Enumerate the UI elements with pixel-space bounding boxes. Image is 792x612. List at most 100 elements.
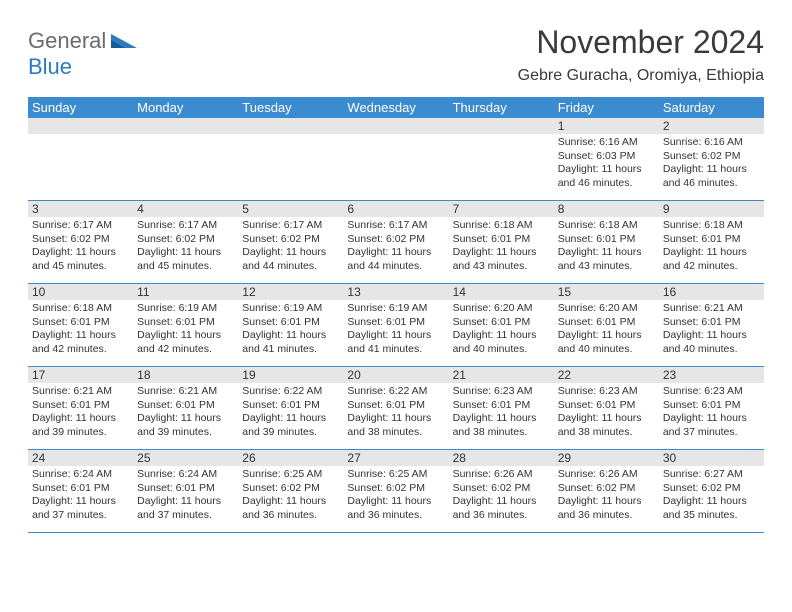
title-block: November 2024 Gebre Guracha, Oromiya, Et… [518, 24, 764, 85]
week-row: 3Sunrise: 6:17 AMSunset: 6:02 PMDaylight… [28, 201, 764, 284]
day-cell: 16Sunrise: 6:21 AMSunset: 6:01 PMDayligh… [659, 284, 764, 366]
sunrise-text: Sunrise: 6:23 AM [663, 385, 760, 399]
sunrise-text: Sunrise: 6:17 AM [32, 219, 129, 233]
week-row: 1Sunrise: 6:16 AMSunset: 6:03 PMDaylight… [28, 118, 764, 201]
sunset-text: Sunset: 6:01 PM [558, 316, 655, 330]
daylight-text: Daylight: 11 hours and 39 minutes. [242, 412, 339, 439]
day-cell: 28Sunrise: 6:26 AMSunset: 6:02 PMDayligh… [449, 450, 554, 532]
day-cell: 29Sunrise: 6:26 AMSunset: 6:02 PMDayligh… [554, 450, 659, 532]
sunrise-text: Sunrise: 6:18 AM [663, 219, 760, 233]
day-cell [133, 118, 238, 200]
sunset-text: Sunset: 6:02 PM [242, 233, 339, 247]
daylight-text: Daylight: 11 hours and 36 minutes. [453, 495, 550, 522]
day-cell: 22Sunrise: 6:23 AMSunset: 6:01 PMDayligh… [554, 367, 659, 449]
day-details: Sunrise: 6:20 AMSunset: 6:01 PMDaylight:… [449, 300, 554, 359]
day-cell: 3Sunrise: 6:17 AMSunset: 6:02 PMDaylight… [28, 201, 133, 283]
day-cell: 30Sunrise: 6:27 AMSunset: 6:02 PMDayligh… [659, 450, 764, 532]
day-header: Friday [554, 97, 659, 118]
day-cell [343, 118, 448, 200]
day-cell: 14Sunrise: 6:20 AMSunset: 6:01 PMDayligh… [449, 284, 554, 366]
day-details: Sunrise: 6:24 AMSunset: 6:01 PMDaylight:… [28, 466, 133, 525]
daylight-text: Daylight: 11 hours and 45 minutes. [32, 246, 129, 273]
sunset-text: Sunset: 6:02 PM [347, 482, 444, 496]
sunset-text: Sunset: 6:02 PM [32, 233, 129, 247]
day-cell: 8Sunrise: 6:18 AMSunset: 6:01 PMDaylight… [554, 201, 659, 283]
daylight-text: Daylight: 11 hours and 44 minutes. [242, 246, 339, 273]
day-details: Sunrise: 6:26 AMSunset: 6:02 PMDaylight:… [449, 466, 554, 525]
day-details: Sunrise: 6:25 AMSunset: 6:02 PMDaylight:… [343, 466, 448, 525]
day-details: Sunrise: 6:17 AMSunset: 6:02 PMDaylight:… [28, 217, 133, 276]
day-cell [449, 118, 554, 200]
day-number: 27 [343, 450, 448, 466]
day-details: Sunrise: 6:22 AMSunset: 6:01 PMDaylight:… [343, 383, 448, 442]
day-cell: 15Sunrise: 6:20 AMSunset: 6:01 PMDayligh… [554, 284, 659, 366]
day-header-row: SundayMondayTuesdayWednesdayThursdayFrid… [28, 97, 764, 118]
sunset-text: Sunset: 6:02 PM [242, 482, 339, 496]
header: General Blue November 2024 Gebre Guracha… [28, 24, 764, 85]
day-details: Sunrise: 6:16 AMSunset: 6:02 PMDaylight:… [659, 134, 764, 193]
day-cell: 5Sunrise: 6:17 AMSunset: 6:02 PMDaylight… [238, 201, 343, 283]
logo: General Blue [28, 24, 137, 80]
daylight-text: Daylight: 11 hours and 36 minutes. [347, 495, 444, 522]
day-cell: 18Sunrise: 6:21 AMSunset: 6:01 PMDayligh… [133, 367, 238, 449]
daylight-text: Daylight: 11 hours and 40 minutes. [663, 329, 760, 356]
sunset-text: Sunset: 6:01 PM [558, 233, 655, 247]
sunset-text: Sunset: 6:02 PM [558, 482, 655, 496]
day-number: 5 [238, 201, 343, 217]
sunrise-text: Sunrise: 6:26 AM [558, 468, 655, 482]
sunrise-text: Sunrise: 6:20 AM [453, 302, 550, 316]
day-details: Sunrise: 6:18 AMSunset: 6:01 PMDaylight:… [28, 300, 133, 359]
day-number [343, 118, 448, 134]
day-cell: 19Sunrise: 6:22 AMSunset: 6:01 PMDayligh… [238, 367, 343, 449]
sunset-text: Sunset: 6:01 PM [137, 399, 234, 413]
day-details: Sunrise: 6:17 AMSunset: 6:02 PMDaylight:… [343, 217, 448, 276]
sunrise-text: Sunrise: 6:21 AM [32, 385, 129, 399]
sunrise-text: Sunrise: 6:19 AM [242, 302, 339, 316]
day-number: 20 [343, 367, 448, 383]
day-cell: 6Sunrise: 6:17 AMSunset: 6:02 PMDaylight… [343, 201, 448, 283]
day-details: Sunrise: 6:18 AMSunset: 6:01 PMDaylight:… [659, 217, 764, 276]
day-header: Saturday [659, 97, 764, 118]
daylight-text: Daylight: 11 hours and 40 minutes. [453, 329, 550, 356]
day-number [28, 118, 133, 134]
day-number: 23 [659, 367, 764, 383]
sunset-text: Sunset: 6:01 PM [453, 316, 550, 330]
day-number: 21 [449, 367, 554, 383]
sunrise-text: Sunrise: 6:27 AM [663, 468, 760, 482]
daylight-text: Daylight: 11 hours and 37 minutes. [137, 495, 234, 522]
day-cell: 12Sunrise: 6:19 AMSunset: 6:01 PMDayligh… [238, 284, 343, 366]
day-cell: 23Sunrise: 6:23 AMSunset: 6:01 PMDayligh… [659, 367, 764, 449]
day-details: Sunrise: 6:19 AMSunset: 6:01 PMDaylight:… [133, 300, 238, 359]
day-details: Sunrise: 6:21 AMSunset: 6:01 PMDaylight:… [659, 300, 764, 359]
day-number: 10 [28, 284, 133, 300]
daylight-text: Daylight: 11 hours and 44 minutes. [347, 246, 444, 273]
day-number: 30 [659, 450, 764, 466]
day-details: Sunrise: 6:20 AMSunset: 6:01 PMDaylight:… [554, 300, 659, 359]
sunrise-text: Sunrise: 6:19 AM [347, 302, 444, 316]
daylight-text: Daylight: 11 hours and 41 minutes. [347, 329, 444, 356]
day-details: Sunrise: 6:21 AMSunset: 6:01 PMDaylight:… [28, 383, 133, 442]
day-number: 14 [449, 284, 554, 300]
day-cell: 27Sunrise: 6:25 AMSunset: 6:02 PMDayligh… [343, 450, 448, 532]
day-number: 15 [554, 284, 659, 300]
day-cell: 4Sunrise: 6:17 AMSunset: 6:02 PMDaylight… [133, 201, 238, 283]
sunrise-text: Sunrise: 6:21 AM [663, 302, 760, 316]
calendar: SundayMondayTuesdayWednesdayThursdayFrid… [28, 97, 764, 533]
month-title: November 2024 [518, 24, 764, 61]
sunset-text: Sunset: 6:01 PM [137, 316, 234, 330]
day-header: Sunday [28, 97, 133, 118]
sunrise-text: Sunrise: 6:18 AM [558, 219, 655, 233]
day-number: 6 [343, 201, 448, 217]
day-details: Sunrise: 6:17 AMSunset: 6:02 PMDaylight:… [238, 217, 343, 276]
day-details: Sunrise: 6:16 AMSunset: 6:03 PMDaylight:… [554, 134, 659, 193]
day-number [449, 118, 554, 134]
day-cell: 17Sunrise: 6:21 AMSunset: 6:01 PMDayligh… [28, 367, 133, 449]
sunset-text: Sunset: 6:01 PM [347, 316, 444, 330]
sunset-text: Sunset: 6:02 PM [347, 233, 444, 247]
daylight-text: Daylight: 11 hours and 38 minutes. [558, 412, 655, 439]
day-number: 18 [133, 367, 238, 383]
day-cell: 1Sunrise: 6:16 AMSunset: 6:03 PMDaylight… [554, 118, 659, 200]
day-details: Sunrise: 6:26 AMSunset: 6:02 PMDaylight:… [554, 466, 659, 525]
daylight-text: Daylight: 11 hours and 37 minutes. [663, 412, 760, 439]
day-details: Sunrise: 6:24 AMSunset: 6:01 PMDaylight:… [133, 466, 238, 525]
